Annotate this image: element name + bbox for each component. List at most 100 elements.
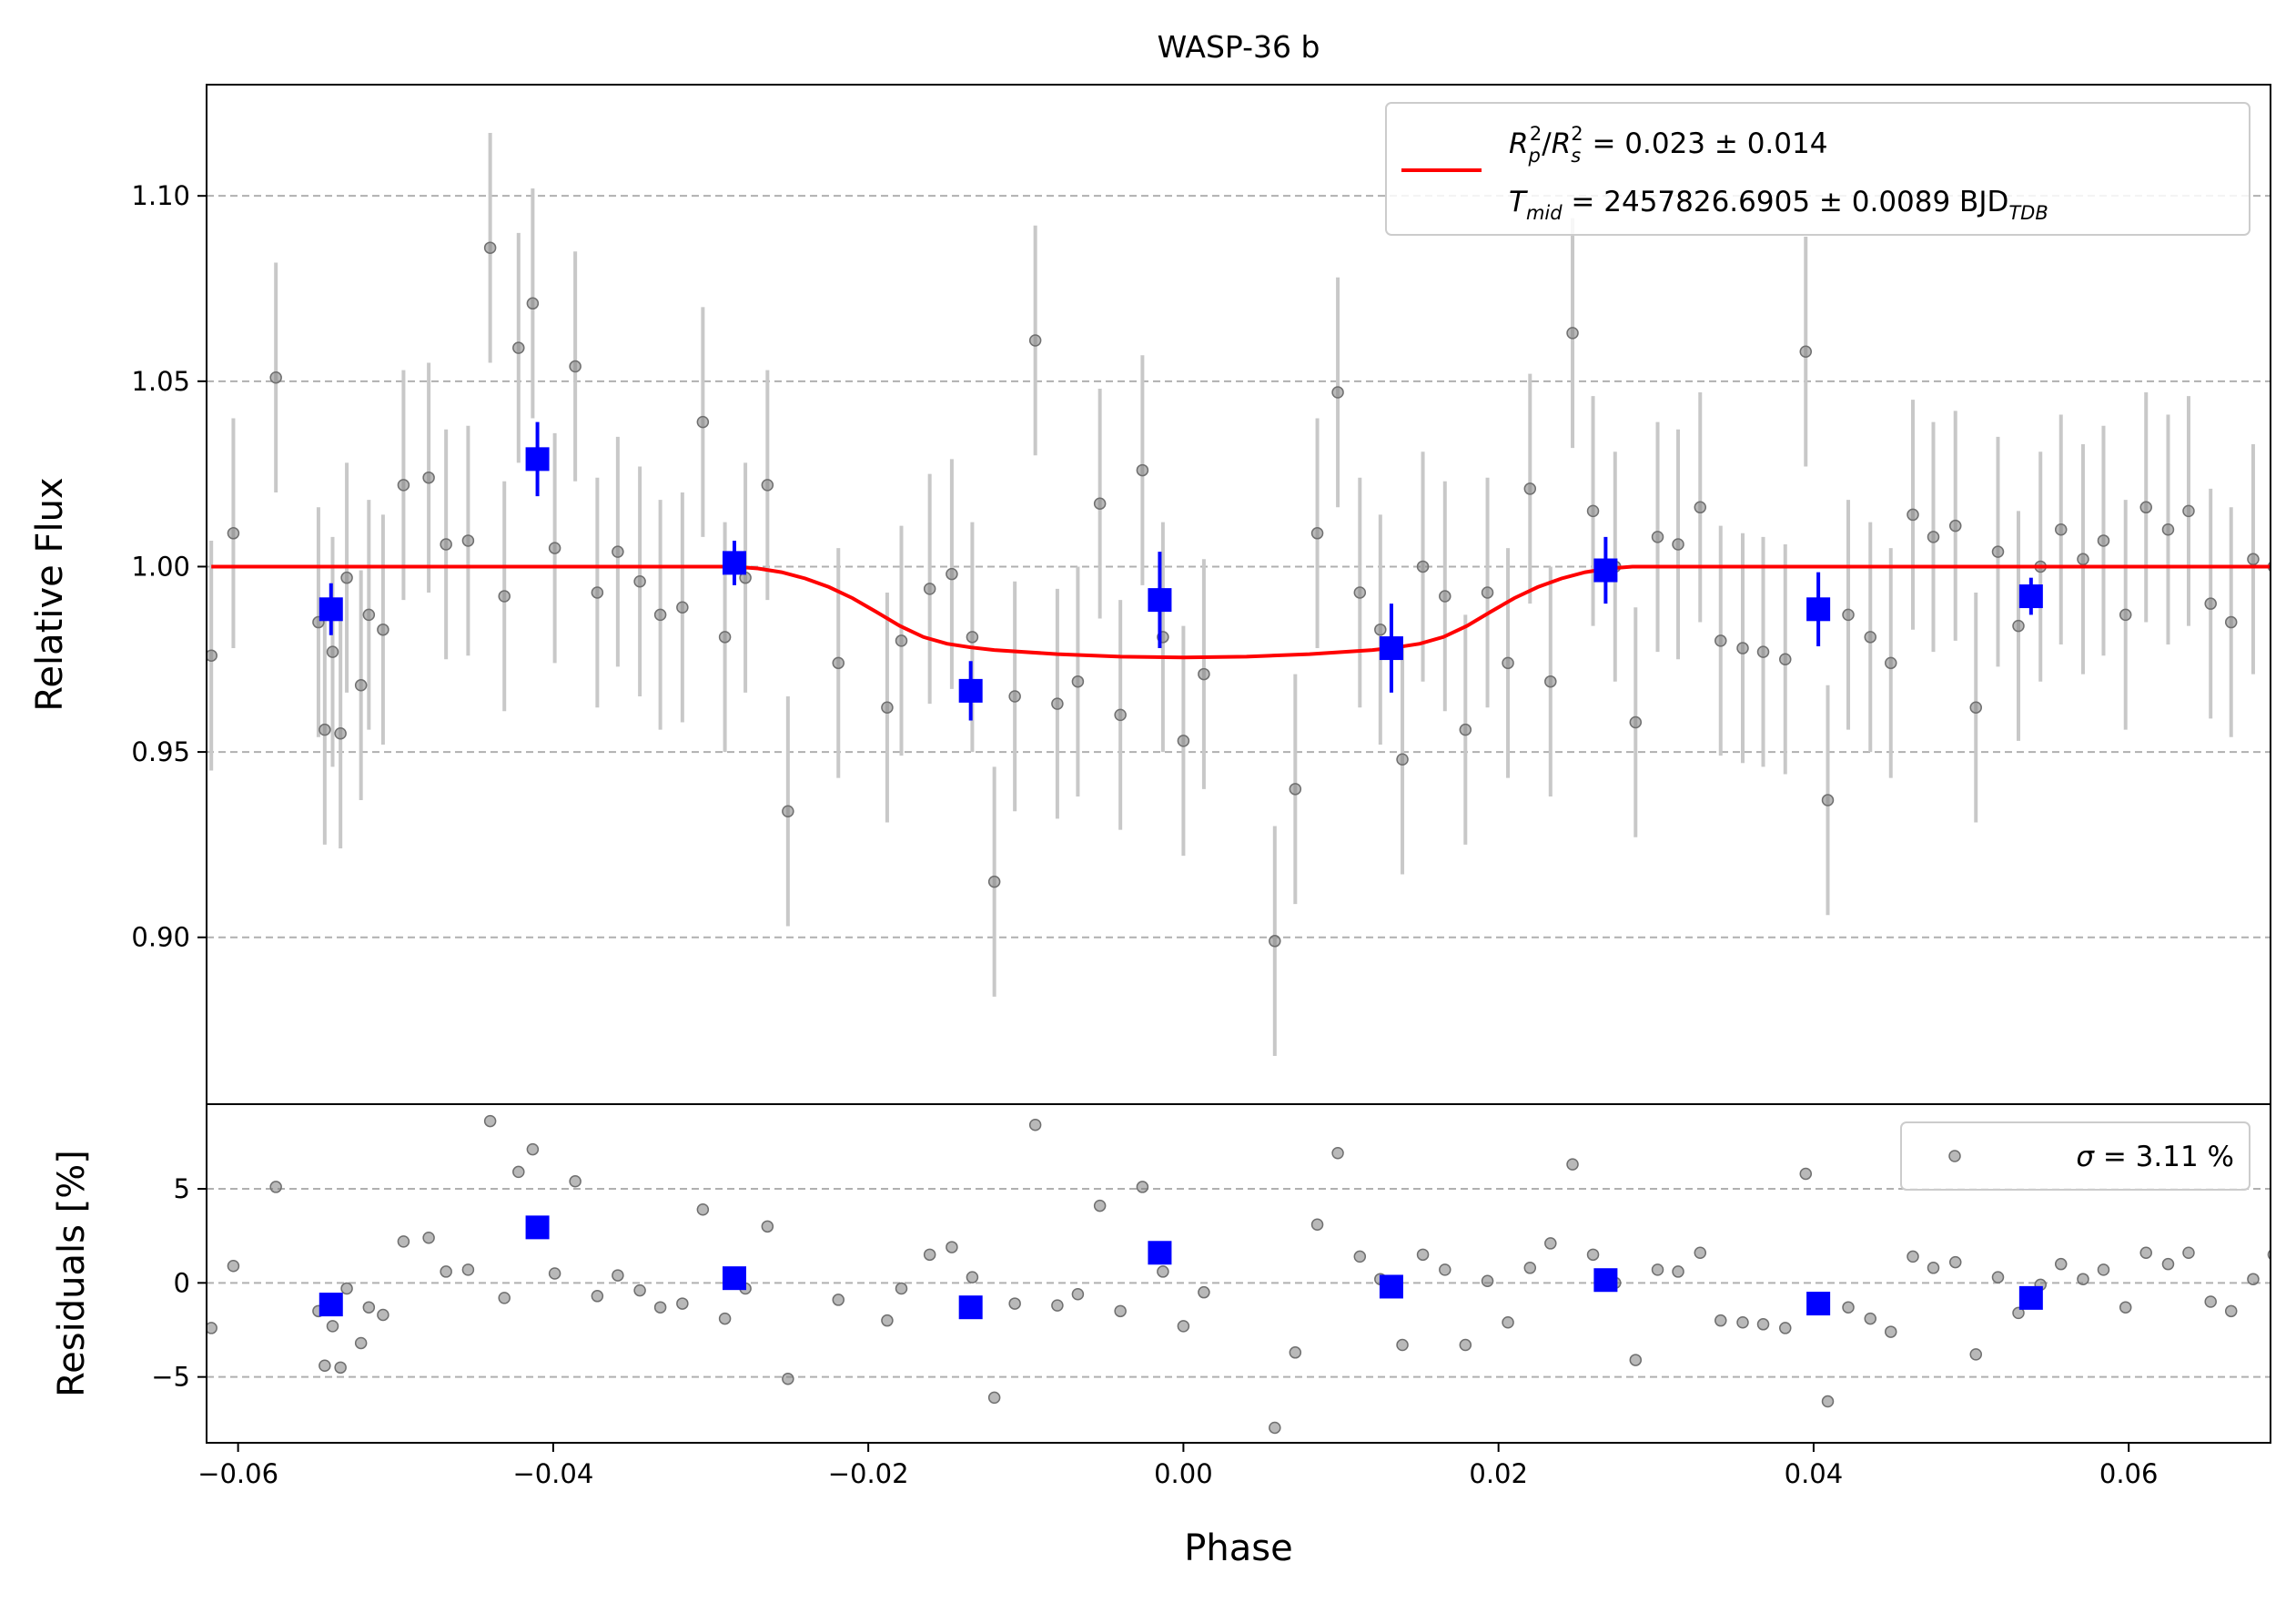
residual-point	[1331, 1146, 1344, 1160]
data-point	[354, 679, 368, 692]
residual-y-axis-label: Residuals [%]	[51, 1150, 93, 1397]
residual-gridlines	[207, 1188, 2271, 1378]
residual-panel-frame	[206, 1103, 2271, 1444]
binned-point	[958, 678, 983, 703]
residual-binned-point	[1148, 1241, 1172, 1265]
residual-point	[782, 1372, 794, 1385]
main-y-axis-label: Relative Flux	[29, 477, 71, 711]
residual-point	[1948, 1255, 1962, 1269]
data-point	[483, 241, 497, 254]
x-tick-label: −0.06	[197, 1458, 278, 1489]
legend-residual-swatch	[1948, 1150, 1961, 1162]
residual-point	[269, 1181, 282, 1193]
residual-point	[1157, 1265, 1169, 1278]
residual-point	[1459, 1338, 1472, 1352]
residual-point	[377, 1308, 389, 1322]
binned-point	[1593, 558, 1618, 583]
plot-title: WASP-36 b	[1158, 29, 1320, 65]
residual-point	[881, 1314, 894, 1327]
main-panel: 0.90 0.95 1.00 1.05 1.10 Relative Flux Rp2/R…	[29, 84, 2271, 1105]
data-point	[966, 631, 979, 644]
residual-point	[1756, 1318, 1770, 1331]
data-point	[1502, 656, 1514, 670]
residual-point	[354, 1336, 368, 1350]
data-point	[718, 631, 732, 644]
residual-point	[227, 1259, 240, 1273]
data-point	[1629, 715, 1643, 729]
data-point	[1008, 690, 1021, 703]
residual-point	[319, 1359, 331, 1373]
data-point	[1198, 667, 1210, 681]
data-point	[1114, 708, 1127, 722]
data-point	[1651, 531, 1664, 543]
data-point	[2077, 553, 2089, 566]
data-point	[340, 571, 353, 584]
data-point	[2204, 597, 2217, 610]
data-point	[1736, 642, 1749, 654]
main-panel-frame	[206, 84, 2271, 1105]
data-point	[461, 534, 475, 547]
data-point	[1269, 935, 1281, 948]
main-legend: Rp2/Rs2 = 0.023 ± 0.014 Tmid = 2457826.6…	[1385, 102, 2250, 236]
main-y-tick-label: 1.00	[131, 551, 190, 582]
residual-point	[761, 1220, 774, 1233]
residual-binned-point	[2018, 1285, 2043, 1310]
residual-point	[987, 1391, 1001, 1405]
data-point	[377, 623, 389, 636]
data-point	[1586, 504, 1600, 518]
data-point	[548, 542, 561, 554]
residual-point	[422, 1231, 435, 1244]
residual-point	[461, 1263, 475, 1276]
residual-point	[362, 1301, 376, 1314]
residual-point	[512, 1165, 525, 1179]
data-point	[1396, 753, 1409, 766]
data-point	[1136, 463, 1149, 477]
binned-point	[319, 597, 343, 622]
binned-point	[1806, 597, 1831, 622]
data-point	[2119, 608, 2132, 622]
residual-legend: σ = 3.11 %	[1900, 1121, 2250, 1191]
residual-point	[397, 1235, 410, 1248]
data-point	[1331, 386, 1344, 399]
data-point	[1481, 586, 1494, 599]
residual-point	[1177, 1320, 1190, 1333]
residual-point	[895, 1282, 908, 1295]
residual-point	[207, 1322, 217, 1334]
x-tick-label: 0.02	[1469, 1458, 1528, 1489]
data-point	[334, 726, 347, 740]
data-point	[761, 479, 774, 492]
residual-binned-point	[1379, 1274, 1403, 1299]
data-point	[923, 583, 936, 595]
residual-binned-point	[525, 1215, 550, 1240]
data-point	[2054, 522, 2068, 536]
data-point	[207, 649, 217, 662]
residual-point	[696, 1202, 710, 1216]
residual-point	[1927, 1262, 1940, 1274]
data-point	[591, 586, 604, 599]
data-point	[1544, 675, 1557, 688]
residual-binned-point	[1593, 1268, 1618, 1293]
binned-point	[525, 447, 550, 472]
residual-point	[1353, 1250, 1367, 1263]
data-point	[1885, 656, 1897, 670]
residual-point	[653, 1301, 667, 1314]
x-tick-label: 0.04	[1785, 1458, 1844, 1489]
data-point	[1310, 527, 1324, 540]
data-point	[2161, 522, 2175, 536]
residual-point	[1586, 1248, 1600, 1262]
data-point	[1028, 334, 1042, 347]
residual-point	[1714, 1314, 1727, 1327]
residual-point	[1028, 1118, 1042, 1131]
residual-point	[2012, 1306, 2025, 1320]
data-point	[2012, 619, 2025, 633]
main-y-tick-label: 0.90	[131, 922, 190, 953]
residual-point	[1651, 1263, 1664, 1276]
residual-point	[483, 1114, 497, 1128]
residual-point	[2182, 1246, 2195, 1260]
data-point	[2139, 501, 2152, 514]
data-point	[612, 545, 624, 558]
residual-point	[1502, 1315, 1514, 1329]
residual-point	[1544, 1237, 1557, 1250]
residual-binned-points	[319, 1215, 2043, 1320]
